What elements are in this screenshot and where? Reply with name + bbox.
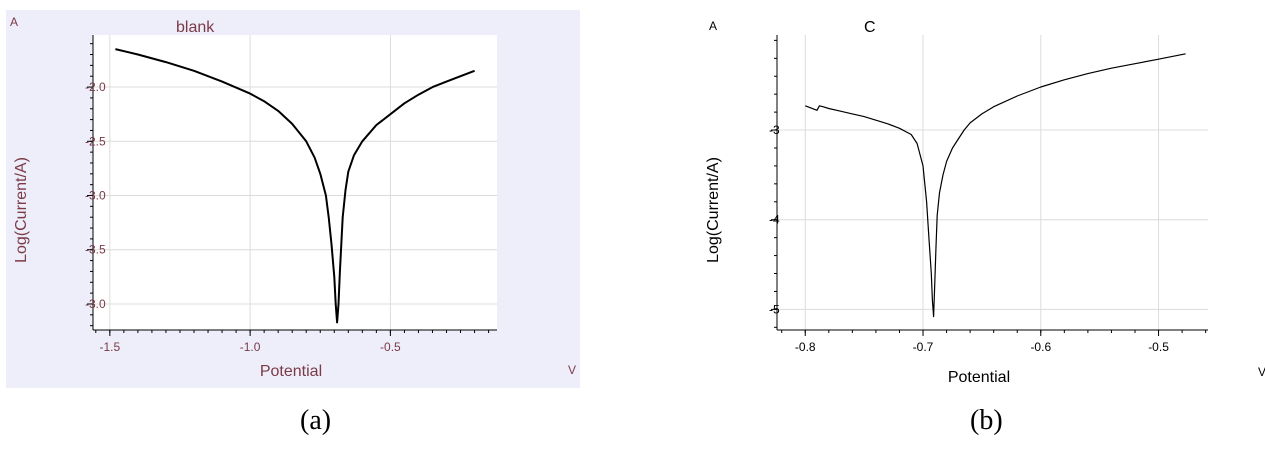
chart-a-x-unit-label: V: [568, 363, 576, 377]
chart-b-x-tick-label: -0.6: [1030, 340, 1051, 354]
chart-a-series-line: [115, 48, 475, 324]
chart-b-x-tick-label: -0.7: [913, 340, 934, 354]
chart-a-plot-area: [93, 35, 497, 330]
chart-b-plot-area: [777, 35, 1208, 330]
chart-a-x-axis-label: Potential: [260, 363, 322, 380]
chart-panel-b: -0.8 -0.7 -0.6 -0.5 -3 -4 -5 A C Potential V Log(Cu…: [692, 10, 1265, 388]
chart-a-y-tick-label: -3.0: [85, 189, 106, 203]
chart-b-corner-label: A: [709, 19, 717, 33]
chart-b-series-line: [805, 53, 1186, 318]
chart-b-x-unit-label: V: [1258, 365, 1265, 379]
chart-a-corner-label: A: [10, 15, 18, 29]
chart-a-title: blank: [176, 19, 215, 36]
chart-b-y-axis-label: Log(Current/A): [705, 157, 722, 263]
chart-a-x-tick-label: -1.0: [240, 340, 261, 354]
chart-b-title: C: [864, 19, 876, 36]
chart-a-y-tick-label: -3.0: [85, 297, 106, 311]
chart-b-svg: -0.8 -0.7 -0.6 -0.5 -3 -4 -5 A C Potential V Log(Cu…: [692, 10, 1265, 388]
chart-a-y-axis-label: Log(Current/A): [13, 157, 30, 263]
chart-b-x-tick-label: -0.8: [795, 340, 816, 354]
chart-b-x-tick-label: -0.5: [1148, 340, 1169, 354]
chart-a-y-tick-label: -2.5: [85, 134, 106, 148]
chart-a-x-tick-label: -0.5: [380, 340, 401, 354]
chart-b-x-axis-label: Potential: [948, 369, 1010, 386]
caption-a: (a): [300, 405, 332, 436]
chart-b-y-tick-label: -4: [769, 213, 780, 227]
chart-a-y-tick-label: -3.5: [85, 243, 106, 257]
chart-b-y-tick-label: -5: [769, 302, 780, 316]
caption-b: (b): [970, 405, 1003, 436]
chart-b-y-tick-label: -3: [769, 123, 780, 137]
chart-a-x-tick-label: -1.5: [99, 340, 120, 354]
chart-a-svg: -1.5 -1.0 -0.5 -2.0 -2.5 -3.0 -3.5 -3.0 A blank Po…: [6, 10, 580, 388]
chart-a-y-tick-label: -2.0: [85, 80, 106, 94]
